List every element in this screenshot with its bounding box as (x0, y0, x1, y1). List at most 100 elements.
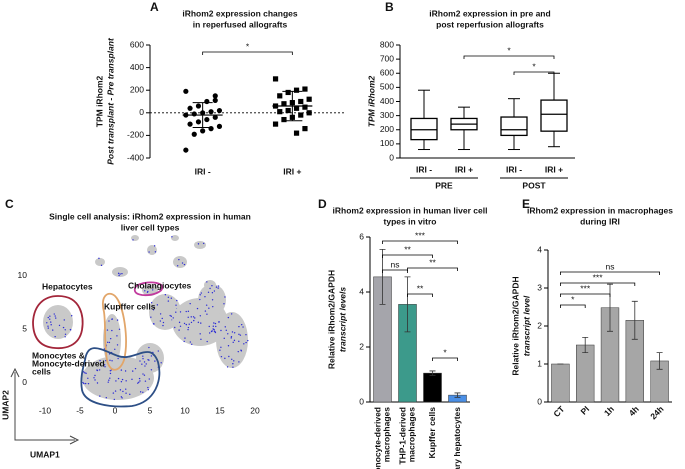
cell-dot (230, 313, 233, 315)
y-tick-label: 300 (380, 110, 394, 120)
x-tick-label: 1h (602, 404, 616, 418)
cell-dot (132, 370, 134, 372)
y-tick-label: 800 (380, 39, 394, 49)
y-tick-label: 500 (380, 82, 394, 92)
cell-dot (119, 273, 121, 275)
x-tick-label-line: Primary hepatocytes (452, 407, 462, 469)
chart-title: iRhom2 expression in macrophages (527, 205, 673, 215)
data-point (277, 93, 283, 99)
data-point (272, 121, 279, 127)
region-outline (80, 347, 161, 408)
region-outline (32, 295, 84, 350)
cell-dot (227, 333, 229, 335)
data-point (281, 101, 287, 107)
region-outline (133, 281, 164, 297)
cell-dot (118, 274, 120, 277)
cell-dot (50, 321, 52, 323)
cell-dot (204, 310, 207, 312)
data-point (302, 104, 308, 110)
x-tick-label-line: macrophages (406, 407, 416, 463)
cell-dot (232, 341, 234, 344)
chart-title: Single cell analysis: iRhom2 expression … (49, 211, 251, 221)
cell-dot (55, 317, 57, 319)
cell-dot (238, 340, 240, 343)
y-tick-label: 5 (22, 324, 27, 334)
significance-bracket (560, 282, 636, 286)
cell-dot (116, 344, 119, 346)
cell-dot (230, 336, 233, 338)
cell-dot (191, 343, 193, 345)
cell-dot (192, 316, 195, 318)
cell-dot (117, 272, 120, 275)
cell-dot (227, 316, 230, 319)
cell-dot (105, 397, 107, 399)
data-point (212, 97, 218, 103)
x-tick-label: 5 (148, 405, 153, 415)
cell-dot (194, 317, 196, 319)
cell-dot (224, 326, 226, 328)
cell-dot (181, 262, 184, 264)
cell-dot (118, 328, 121, 330)
cell-dot (183, 322, 186, 325)
cell-dot (99, 395, 101, 397)
cell-dot (174, 326, 176, 329)
panel-letter: B (385, 0, 394, 14)
cell-dot (208, 325, 210, 328)
cell-dot (190, 321, 193, 324)
cell-dot (240, 350, 243, 352)
cell-dot (213, 328, 215, 331)
cell-dot (134, 367, 137, 370)
chart-title: iRhom2 expression in human liver cell (333, 205, 488, 215)
cell-dot (179, 325, 182, 327)
x-tick-label: -10 (39, 405, 52, 415)
cell-dot (178, 258, 180, 261)
significance-bracket (407, 293, 433, 297)
cell-dot (113, 398, 116, 401)
cell-dot (96, 382, 99, 384)
cell-dot (213, 290, 216, 292)
data-point (302, 126, 308, 132)
x-tick-label: THP-1-derived macrophages (397, 407, 416, 465)
cell-dot (204, 296, 206, 298)
cell-dot (112, 392, 115, 394)
error-bar (379, 248, 386, 305)
cell-dot (171, 236, 173, 238)
cell-dot (214, 322, 217, 325)
cell-dot (62, 326, 65, 329)
cell-dot (211, 299, 214, 301)
y-tick-label: 600 (380, 68, 394, 78)
cell-dot (50, 324, 52, 326)
cell-dot (176, 265, 179, 267)
x-tick-label: 20 (250, 405, 260, 415)
cell-dot (175, 304, 177, 306)
cell-dot (93, 377, 95, 379)
x-tick-label: 0 (113, 405, 118, 415)
cell-dot (125, 380, 127, 382)
cell-dot (224, 357, 226, 360)
cell-dot (179, 311, 182, 313)
error-bar (582, 337, 589, 353)
region-label: Monocyte-derived (32, 358, 105, 368)
cell-dot (183, 340, 185, 343)
data-point (293, 130, 300, 136)
cell-dot (206, 281, 208, 283)
data-point (298, 98, 304, 105)
group-label: POST (522, 180, 546, 190)
cell-dot (114, 348, 116, 350)
cell-dot (187, 316, 189, 318)
cell-dot (142, 391, 144, 394)
cell-dot (150, 316, 152, 318)
cell-dot (245, 341, 247, 344)
cell-dot (87, 382, 90, 385)
cell-dot (206, 340, 208, 343)
cell-dot (111, 360, 113, 362)
cell-dot (167, 296, 170, 299)
significance-label: * (532, 61, 536, 71)
significance-label: ** (404, 244, 411, 254)
cell-dot (131, 378, 133, 381)
cell-dot (223, 303, 225, 305)
cell-dot (63, 319, 65, 321)
x-tick-label: CT (551, 403, 567, 419)
cell-dot (47, 325, 49, 327)
cell-dot (47, 327, 49, 329)
